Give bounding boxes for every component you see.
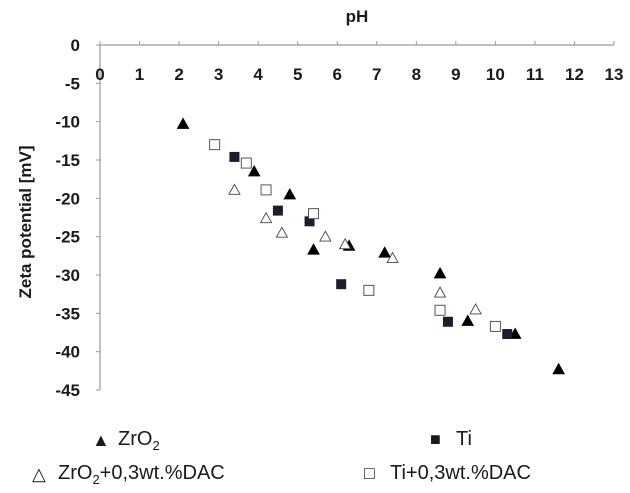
ti-dac-point (363, 284, 375, 296)
legend-label-ti-dac: Ti+0,3wt.%DAC (390, 462, 531, 484)
ti-dac-point (240, 157, 252, 169)
zro2-dac-point (338, 237, 352, 250)
y-tick-label: -25 (55, 228, 80, 247)
legend-label-ti: Ti (456, 428, 472, 450)
legend-item-ti-dac: □ Ti+0,3wt.%DAC (364, 462, 531, 485)
zro2-dac-point (228, 183, 241, 195)
ti-dac-point (260, 184, 272, 196)
ti-point (502, 329, 513, 340)
legend-label-zro2: ZrO2 (118, 428, 160, 453)
zro2-dac-point (319, 230, 332, 242)
open-square-icon: □ (364, 463, 375, 483)
ti-point (442, 316, 453, 327)
zro2-dac-point (275, 226, 289, 238)
x-tick-label: 1 (135, 65, 144, 84)
ti-point (229, 151, 240, 162)
zro2-point (378, 246, 392, 258)
zro2-dac-point (259, 211, 273, 224)
zro2-point (461, 314, 475, 326)
ti-dac-point (308, 208, 319, 220)
legend-item-zro2: ▲ ZrO2 (92, 428, 160, 453)
zro2-dac-point (386, 251, 399, 263)
open-triangle-icon: △ (32, 464, 46, 484)
zro2-point (307, 243, 320, 255)
filled-square-icon: ■ (430, 429, 441, 449)
x-tick-label: 8 (412, 65, 421, 84)
y-tick-label: -35 (55, 304, 80, 323)
y-tick-label: -20 (55, 189, 80, 208)
zeta-potential-chart: 0 1 2 3 4 5 6 7 8 9 10 11 12 130-5-10-15-20-25-30-35-… (16, 7, 624, 400)
ti-dac-point (489, 320, 501, 332)
x-tick-label: 7 (372, 65, 381, 84)
zro2-point (283, 187, 297, 200)
ti-dac-point (209, 139, 221, 151)
y-tick-label: 0 (71, 36, 80, 55)
legend-label-zro2-dac: ZrO2+0,3wt.%DAC (58, 462, 225, 487)
x-tick-label: 2 (174, 65, 183, 84)
y-tick-label: -30 (55, 266, 80, 285)
zro2-point (508, 327, 522, 339)
legend-item-zro2-dac: △ ZrO2+0,3wt.%DAC (32, 462, 225, 487)
x-tick-label: 4 (253, 65, 263, 84)
x-tick-label: 3 (214, 65, 223, 84)
x-tick-label: 11 (526, 65, 544, 84)
ti-point (272, 205, 283, 216)
y-tick-label: -15 (55, 151, 80, 170)
x-tick-label: 6 (332, 65, 341, 84)
zro2-point (247, 164, 261, 177)
x-tick-label: 10 (486, 65, 505, 84)
legend-item-ti: ■ Ti (430, 428, 472, 451)
y-tick-label: -45 (55, 381, 80, 400)
zro2-point (552, 362, 565, 375)
y-tick-label: -5 (65, 74, 80, 93)
y-axis-title: Zeta potential [mV] (16, 145, 35, 298)
ti-point (336, 279, 347, 290)
y-tick-label: -10 (55, 113, 80, 132)
x-tick-label: 12 (565, 65, 584, 84)
filled-triangle-icon: ▲ (92, 430, 110, 450)
zro2-dac-point (433, 286, 447, 298)
x-axis-title: pH (346, 7, 369, 26)
zro2-point (176, 117, 190, 129)
y-tick-label: -40 (55, 343, 80, 362)
zro2-dac-point (469, 303, 482, 315)
x-tick-label: 0 (95, 65, 104, 84)
x-tick-label: 9 (451, 65, 460, 84)
zro2-point (433, 266, 447, 279)
x-tick-label: 13 (605, 65, 624, 84)
ti-dac-point (434, 304, 446, 316)
x-tick-label: 5 (293, 65, 302, 84)
